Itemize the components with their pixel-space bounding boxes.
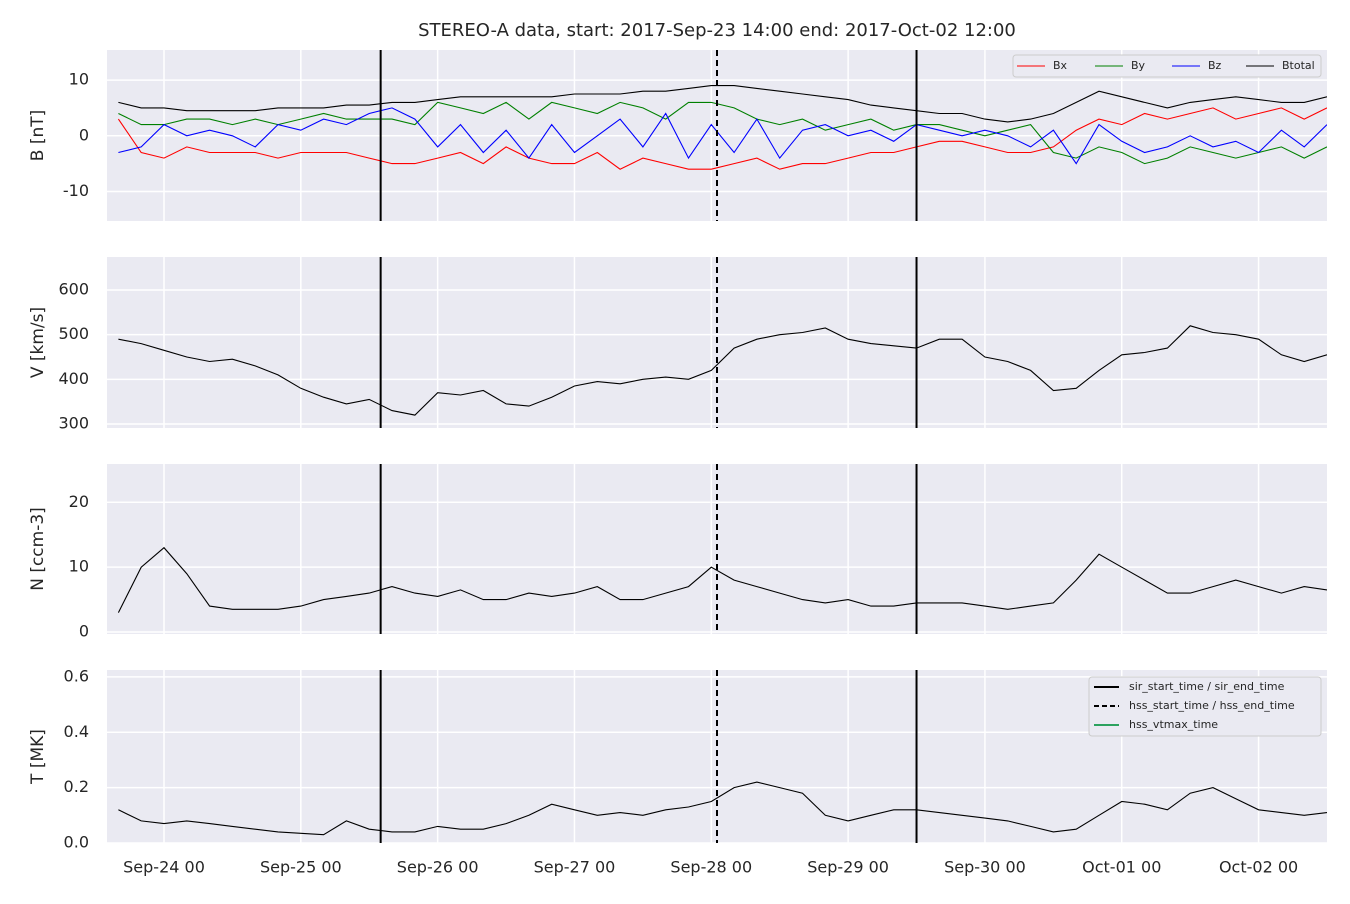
series-line [118,107,1327,165]
x-tick-label: Sep-28 00 [670,858,752,877]
y-axis-label: V [km/s] [28,307,48,378]
y-tick-label: 0 [79,622,89,641]
legend-box [1012,54,1322,78]
y-tick-label: 400 [58,369,89,388]
x-tick-label: Sep-26 00 [397,858,479,877]
x-tick-label: Sep-30 00 [944,858,1026,877]
y-axis-label: B [nT] [28,110,48,162]
y-tick-label: 300 [58,413,89,432]
y-axis-label: N [ccm-3] [28,507,48,591]
x-tick-label: Oct-02 00 [1219,858,1298,877]
x-tick-label: Sep-24 00 [123,858,205,877]
legend-label: Btotal [1282,59,1315,72]
legend-label: hss_start_time / hss_end_time [1129,699,1295,712]
x-tick-label: Sep-27 00 [534,858,616,877]
y-tick-label: 0.2 [64,777,89,796]
legend-label: sir_start_time / sir_end_time [1129,680,1285,693]
series-line [118,85,1327,123]
y-tick-label: 0 [79,125,89,144]
y-axis-label: T [MK] [28,729,48,785]
y-tick-label: 500 [58,324,89,343]
legend-box [1088,676,1322,737]
figure-title: STEREO-A data, start: 2017-Sep-23 14:00 … [418,20,1016,41]
y-tick-label: 600 [58,280,89,299]
series-line [117,107,1327,170]
x-tick-label: Oct-01 00 [1082,858,1161,877]
series-line [118,781,1327,836]
legend-label: By [1131,59,1146,72]
legend-label: Bx [1053,59,1068,72]
y-tick-label: -10 [63,181,89,200]
y-tick-label: 0.4 [64,722,89,741]
legend-label: hss_vtmax_time [1129,718,1218,731]
legend-label: Bz [1208,59,1222,72]
y-tick-label: 10 [69,70,89,89]
x-tick-label: Sep-29 00 [807,858,889,877]
y-tick-label: 10 [69,557,89,576]
series-line [117,546,1327,613]
y-tick-label: 0.0 [64,833,89,852]
y-tick-label: 0.6 [64,666,89,685]
series-line [118,325,1327,416]
y-tick-label: 20 [69,492,89,511]
series-line [118,101,1327,165]
x-tick-label: Sep-25 00 [260,858,342,877]
